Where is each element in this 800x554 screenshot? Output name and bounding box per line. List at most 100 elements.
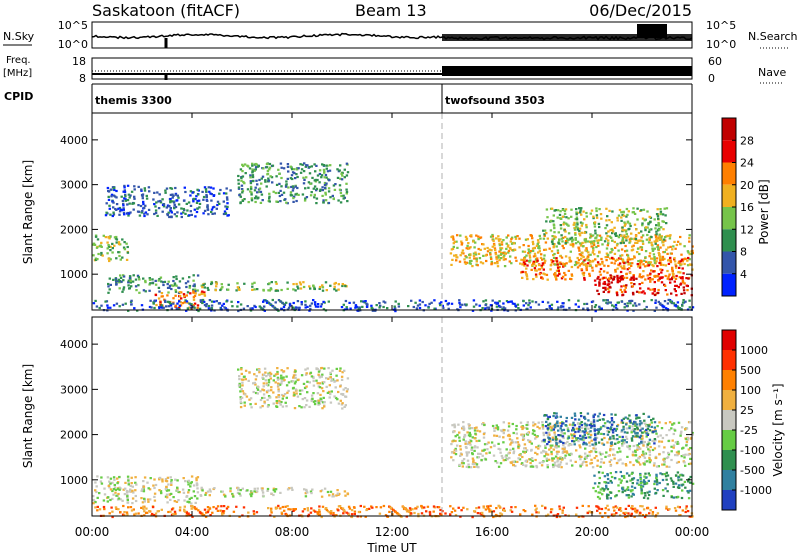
scatter-cell [265,166,269,169]
scatter-cell [676,454,679,457]
scatter-cell [239,396,242,399]
scatter-cell [411,508,414,511]
scatter-cell [679,474,682,477]
scatter-cell [677,421,681,424]
scatter-cell [526,432,529,435]
scatter-cell [306,305,309,308]
scatter-cell [127,309,130,312]
scatter-cell [633,283,636,286]
scatter-cell [549,263,553,266]
scatter-cell [572,243,575,246]
scatter-cell [559,227,563,230]
scatter-cell [623,489,627,492]
scatter-cell [615,434,619,437]
scatter-cell [209,308,212,311]
scatter-cell [337,509,340,512]
scatter-cell [165,489,169,492]
scatter-cell [249,176,252,179]
scatter-cell [299,171,303,174]
scatter-cell [677,286,680,289]
scatter-cell [578,234,582,237]
scatter-cell [196,274,200,277]
scatter-cell [649,288,652,291]
scatter-cell [625,239,628,242]
scatter-cell [580,224,583,227]
scatter-cell [594,490,597,493]
scatter-cell [178,308,181,311]
scatter-cell [558,505,561,508]
scatter-cell [554,455,558,458]
scatter-cell [576,226,579,229]
scatter-cell [681,447,684,450]
scatter-cell [170,307,173,310]
scatter-cell [673,429,677,432]
scatter-cell [630,232,633,235]
scatter-cell [614,429,617,432]
scatter-cell [534,504,537,507]
scatter-cell [598,225,601,229]
scatter-cell [344,387,347,390]
scatter-cell [606,299,609,302]
scatter-cell [546,434,549,437]
scatter-cell [550,426,553,430]
scatter-cell [127,281,130,284]
scatter-cell [623,221,626,224]
scatter-cell [292,187,295,190]
scatter-cell [612,506,615,509]
scatter-cell [567,232,571,235]
scatter-cell [542,257,546,260]
scatter-cell [645,305,648,309]
scatter-cell [585,464,588,467]
scatter-cell [113,186,116,189]
scatter-cell [629,461,632,464]
scatter-cell [229,487,232,490]
scatter-cell [621,488,625,491]
scatter-cell [583,302,586,306]
scatter-cell [466,442,470,446]
scatter-cell [485,442,489,446]
scatter-cell [328,390,331,393]
scatter-cell [674,263,677,266]
scatter-cell [537,245,541,248]
scatter-cell [684,257,687,261]
scatter-cell [481,454,484,457]
scatter-cell [559,415,562,418]
scatter-cell [102,505,106,509]
scatter-cell [616,267,619,270]
scatter-cell [602,276,605,279]
scatter-cell [516,460,519,463]
scatter-cell [164,300,167,303]
scatter-cell [166,496,169,499]
scatter-cell [578,264,581,267]
scatter-cell [626,431,629,434]
scatter-cell [626,221,630,224]
scatter-cell [541,262,545,265]
scatter-cell [345,162,349,165]
scatter-cell [353,510,357,513]
scatter-cell [167,205,171,208]
scatter-cell [137,210,141,213]
scatter-cell [662,238,666,241]
scatter-cell [298,389,302,392]
scatter-cell [585,461,588,464]
scatter-cell [118,488,121,491]
scatter-cell [680,478,683,481]
scatter-cell [92,498,95,502]
scatter-cell [566,428,570,431]
scatter-cell [612,435,615,438]
scatter-cell [176,211,179,214]
scatter-cell [599,488,602,491]
scatter-cell [579,434,582,437]
scatter-cell [596,464,599,467]
scatter-cell [647,230,651,233]
scatter-cell [561,302,564,305]
scatter-cell [615,428,619,431]
scatter-cell [560,424,563,428]
scatter-cell [640,441,643,444]
scatter-cell [656,275,660,278]
scatter-cell [262,299,266,302]
scatter-cell [185,285,188,289]
scatter-cell [131,502,134,505]
scatter-cell [499,451,502,454]
scatter-cell [131,497,135,500]
